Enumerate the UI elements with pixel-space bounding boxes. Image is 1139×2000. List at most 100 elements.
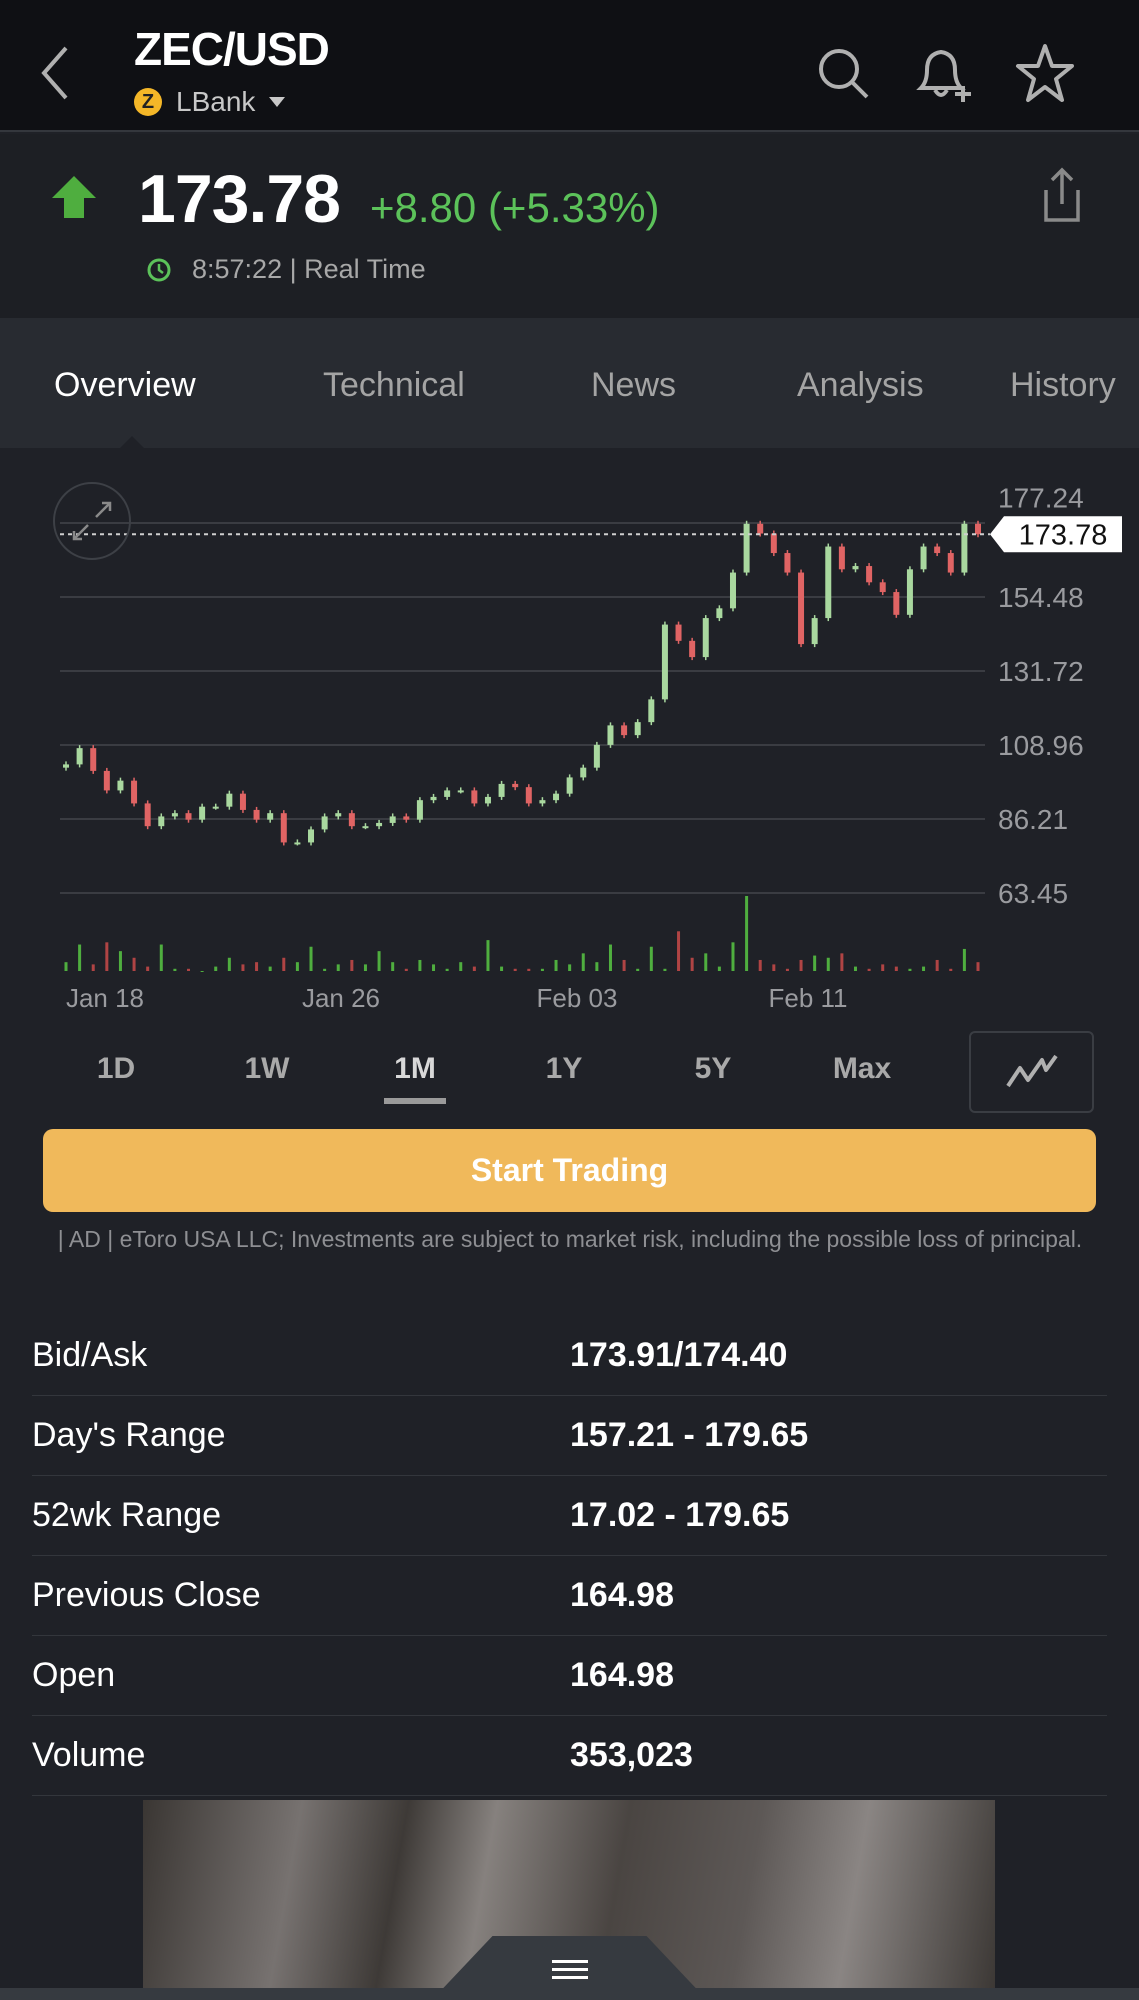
candle <box>430 796 437 801</box>
candle <box>158 816 165 827</box>
price-chart[interactable]: 177.24 154.48 131.72 108.96 86.21 63.45 Jan 18… <box>0 448 1139 1028</box>
candle <box>239 793 246 810</box>
tab-overview[interactable]: Overview <box>54 366 196 404</box>
volume-bar <box>704 953 708 971</box>
volume-bar <box>826 957 830 971</box>
candle <box>770 533 777 554</box>
volume-bar <box>173 968 177 971</box>
tab-technical[interactable]: Technical <box>323 366 465 404</box>
volume-bar <box>636 968 640 971</box>
candle <box>457 790 464 793</box>
candle <box>634 722 641 736</box>
volume-bar <box>608 944 612 971</box>
volume-bar <box>255 962 259 971</box>
volume-bar <box>146 966 150 971</box>
tab-news[interactable]: News <box>591 366 677 404</box>
chart-type-button[interactable] <box>969 1031 1094 1113</box>
volume-bar <box>445 968 449 971</box>
candle <box>280 813 287 843</box>
volume-bar <box>581 953 585 971</box>
candle <box>906 569 913 615</box>
timeframe-1y[interactable]: 1Y <box>545 1052 583 1085</box>
candle <box>961 523 968 573</box>
volume-bar <box>717 966 721 971</box>
volume-bar <box>867 968 871 971</box>
timeframe-1m[interactable]: 1M <box>394 1052 436 1085</box>
back-chevron-icon[interactable] <box>38 44 72 102</box>
candle <box>838 546 845 570</box>
stat-label: Day's Range <box>32 1416 226 1454</box>
expand-chart-icon[interactable] <box>53 482 131 560</box>
volume-bar <box>187 968 191 971</box>
stat-label: Previous Close <box>32 1576 261 1614</box>
volume-bar <box>282 957 286 971</box>
candle <box>593 744 600 768</box>
x-tick-label: Jan 18 <box>66 983 144 1013</box>
volume-bar <box>568 964 572 971</box>
tab-history[interactable]: History <box>1010 366 1116 404</box>
timeframe-max[interactable]: Max <box>832 1052 892 1085</box>
volume-bar <box>64 962 68 971</box>
caret-down-icon <box>269 97 286 107</box>
y-tick-label: 131.72 <box>998 656 1084 687</box>
candle <box>416 800 423 820</box>
timeframe-5y[interactable]: 5Y <box>694 1052 732 1085</box>
stat-value: 17.02 - 179.65 <box>570 1496 790 1534</box>
up-arrow-icon <box>52 176 96 218</box>
separator: | <box>289 254 297 284</box>
timeframe-1w[interactable]: 1W <box>244 1052 290 1085</box>
volume-bar <box>227 957 231 971</box>
candle <box>893 592 900 615</box>
volume-bar <box>540 968 544 971</box>
candle <box>689 640 696 658</box>
search-icon[interactable] <box>815 45 871 101</box>
candle <box>661 624 668 700</box>
candle <box>757 523 764 534</box>
volume-bar <box>881 964 885 971</box>
volume-bar <box>513 968 517 971</box>
candle <box>335 813 342 817</box>
volume-bar <box>105 942 109 971</box>
candle <box>444 790 451 797</box>
stat-row-bid-ask: Bid/Ask 173.91/174.40 <box>32 1316 1107 1396</box>
volume-bar <box>840 953 844 971</box>
stat-value: 157.21 - 179.65 <box>570 1416 809 1454</box>
candle <box>76 748 83 765</box>
candle <box>389 816 396 823</box>
quote-section <box>0 134 1139 318</box>
volume-bar <box>500 966 504 971</box>
candle <box>920 546 927 570</box>
price-change: +8.80 (+5.33%) <box>370 184 660 231</box>
timeframe-1d[interactable]: 1D <box>96 1052 136 1085</box>
volume-bar <box>908 968 912 971</box>
candle <box>743 523 750 573</box>
candle <box>471 790 478 804</box>
y-tick-label: 154.48 <box>998 582 1084 613</box>
tab-analysis[interactable]: Analysis <box>797 366 924 404</box>
volume-bar <box>159 944 163 971</box>
candle <box>566 777 573 794</box>
volume-bar <box>472 966 476 971</box>
volume-bar <box>78 944 82 971</box>
time-value: 8:57:22 <box>192 254 283 284</box>
stat-row-days-range: Day's Range 157.21 - 179.65 <box>32 1396 1107 1476</box>
candle <box>226 793 233 807</box>
stat-row-previous-close: Previous Close 164.98 <box>32 1556 1107 1636</box>
candle <box>253 809 260 820</box>
zcash-coin-icon: Z <box>134 88 162 116</box>
volume-bar <box>241 964 245 971</box>
exchange-name: LBank <box>176 86 256 117</box>
bell-plus-icon[interactable] <box>913 42 975 104</box>
x-tick-label: Jan 26 <box>302 983 380 1013</box>
star-icon[interactable] <box>1014 42 1076 104</box>
volume-bar <box>976 962 980 971</box>
share-icon[interactable] <box>1040 166 1084 224</box>
candle <box>607 725 614 745</box>
last-price: 173.78 <box>138 161 341 237</box>
volume-bar <box>391 962 395 971</box>
exchange-selector[interactable]: Z LBank <box>134 86 286 118</box>
start-trading-button[interactable]: Start Trading <box>43 1129 1096 1212</box>
candle <box>553 793 560 801</box>
last-price-tag <box>990 516 1122 553</box>
volume-bar <box>622 959 626 971</box>
